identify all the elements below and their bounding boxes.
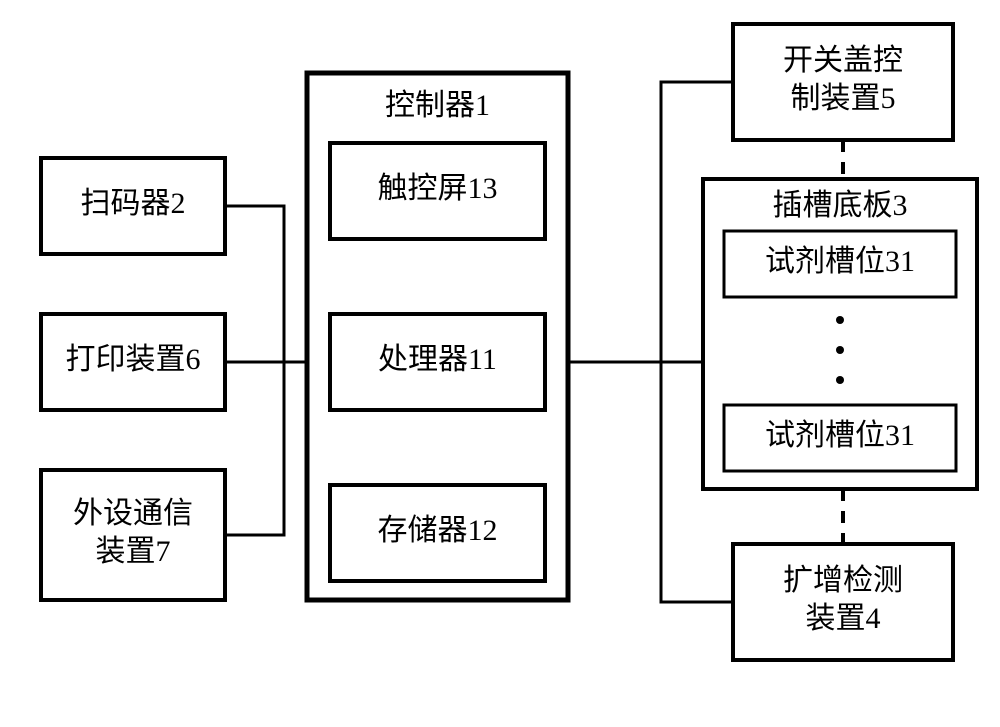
node-slot_board-label-0: 插槽底板3 <box>773 189 908 222</box>
node-scanner: 扫码器2 <box>41 158 225 254</box>
node-processor-label-0: 处理器11 <box>378 343 497 376</box>
node-touchscreen: 触控屏13 <box>330 143 545 239</box>
ellipsis-dot-1 <box>836 346 844 354</box>
node-slot_top: 试剂槽位31 <box>724 231 956 297</box>
block-diagram: 控制器1 插槽底板3 扫码器2 打印装置6 外设通信装置7 触控屏13 处理器11 存储器12… <box>0 0 1000 727</box>
node-slot_bottom: 试剂槽位31 <box>724 405 956 471</box>
ellipsis-dot-2 <box>836 376 844 384</box>
node-amp_detect-label-1: 装置4 <box>806 602 881 635</box>
node-memory: 存储器12 <box>330 485 545 581</box>
node-memory-label-0: 存储器12 <box>378 514 498 547</box>
node-cover_ctrl-label-0: 开关盖控 <box>783 44 903 77</box>
node-processor: 处理器11 <box>330 314 545 410</box>
node-peripheral-label-1: 装置7 <box>96 535 171 568</box>
node-cover_ctrl-label-1: 制装置5 <box>791 82 896 115</box>
node-peripheral: 外设通信装置7 <box>41 470 225 600</box>
node-peripheral-label-0: 外设通信 <box>73 497 193 530</box>
node-scanner-label-0: 扫码器2 <box>81 187 186 220</box>
node-touchscreen-label-0: 触控屏13 <box>378 172 498 205</box>
node-printer: 打印装置6 <box>41 314 225 410</box>
node-controller-label-0: 控制器1 <box>385 89 490 122</box>
node-slot_bottom-label-0: 试剂槽位31 <box>765 419 915 452</box>
ellipsis-dot-0 <box>836 316 844 324</box>
node-printer-label-0: 打印装置6 <box>66 343 201 376</box>
node-amp_detect-label-0: 扩增检测 <box>783 564 903 597</box>
node-amp_detect: 扩增检测装置4 <box>733 544 953 660</box>
node-slot_top-label-0: 试剂槽位31 <box>765 245 915 278</box>
node-cover_ctrl: 开关盖控制装置5 <box>733 24 953 140</box>
